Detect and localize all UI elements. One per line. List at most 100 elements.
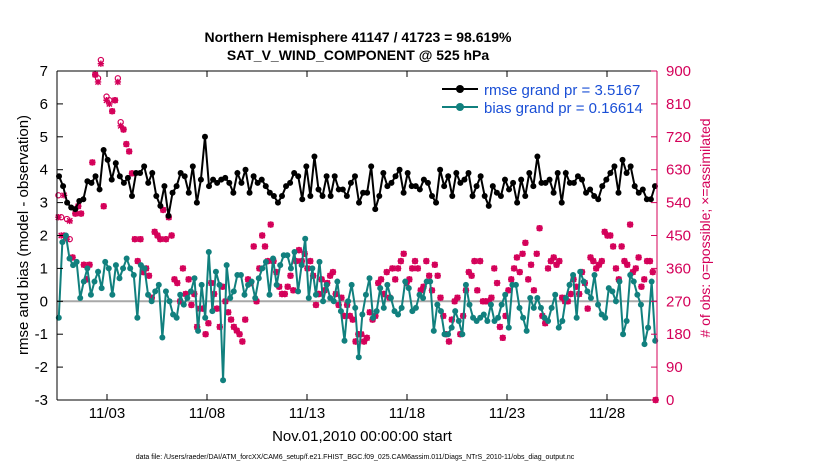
obs-assimilated-marker (496, 323, 504, 331)
rmse-point (238, 179, 245, 186)
obs-assimilated-marker (100, 203, 107, 210)
bias-point (112, 262, 119, 269)
bias-point (291, 248, 298, 255)
bias-point (405, 285, 412, 292)
rmse-point (279, 193, 285, 200)
rmse-point (315, 186, 322, 193)
bias-point (87, 291, 94, 298)
obs-assimilated-marker (558, 294, 566, 301)
obs-assimilated-marker (80, 261, 88, 268)
obs-assimilated-marker (335, 301, 342, 309)
bias-point (316, 258, 323, 265)
rmse-point (193, 199, 200, 206)
bias-point (184, 295, 191, 302)
bias-point (337, 308, 344, 315)
bias-point (109, 291, 116, 298)
obs-assimilated-marker (445, 338, 453, 345)
y-tick-label: 3 (40, 195, 48, 212)
legend-bias-label: bias grand pr = 0.16614 (484, 100, 643, 117)
rmse-point (234, 169, 241, 176)
right-y-tick-label: 810 (666, 96, 691, 113)
rmse-point (368, 163, 375, 170)
rmse-point (635, 189, 642, 196)
bias-point (591, 271, 598, 278)
rmse-point (388, 179, 395, 186)
rmse-point (169, 189, 176, 196)
obs-assimilated-marker (284, 283, 291, 290)
right-y-tick-label: 450 (666, 228, 691, 245)
bias-point (162, 288, 169, 295)
rmse-point (266, 189, 273, 196)
rmse-point (96, 186, 103, 193)
bias-point (562, 295, 569, 302)
obs-assimilated-marker (397, 257, 405, 265)
obs-assimilated-marker (525, 276, 532, 283)
obs-assimilated-marker (213, 305, 221, 312)
bias-point (152, 288, 159, 295)
obs-assimilated-marker (612, 265, 620, 272)
obs-assimilated-marker (287, 272, 294, 279)
rmse-point (611, 163, 618, 170)
bias-point (295, 288, 302, 295)
y-tick-label: 5 (40, 129, 48, 146)
rmse-point (258, 176, 265, 183)
obs-assimilated-marker (516, 268, 523, 276)
obs-assimilated-marker (225, 309, 232, 316)
obs-assimilated-marker (83, 276, 90, 283)
bias-point (427, 278, 434, 285)
x-tick-labels: 11/03 11/08 11/13 11/18 11/23 11/28 (89, 405, 625, 422)
obs-assimilated-marker (440, 312, 447, 320)
rmse-point (246, 189, 253, 196)
bias-point (459, 331, 466, 338)
obs-assimilated-marker (406, 276, 413, 283)
obs-assimilated-marker (366, 309, 373, 316)
bias-point (216, 281, 223, 288)
rmse-point (303, 163, 310, 170)
x-tick-label: 11/03 (89, 405, 125, 422)
y-tick-label: 0 (40, 293, 48, 310)
rmse-point (323, 173, 330, 180)
obs-assimilated-marker (244, 276, 252, 283)
obs-assimilated-marker (431, 261, 439, 268)
bias-point (270, 255, 277, 262)
right-y-tick-label: 630 (666, 162, 691, 179)
bias-point (334, 278, 341, 285)
obs-assimilated-marker (275, 283, 283, 290)
rmse-point (356, 199, 363, 206)
bias-point (223, 262, 230, 269)
bias-point (62, 232, 69, 239)
bias-point (102, 258, 109, 265)
obs-assimilated-marker (375, 279, 382, 287)
bias-point (298, 262, 305, 269)
bias-point (455, 318, 462, 325)
obs-assimilated-marker (434, 272, 441, 279)
bias-point (523, 327, 530, 334)
obs-assimilated-marker (510, 265, 518, 272)
rmse-point (226, 179, 233, 186)
bias-point (555, 324, 562, 331)
bias-point (445, 331, 452, 338)
bias-point (127, 265, 134, 272)
rmse-point (197, 176, 204, 183)
obs-assimilated-marker (233, 327, 240, 334)
obs-assimilated-marker (250, 243, 257, 250)
y-tick-label: -1 (35, 326, 48, 343)
obs-assimilated-marker (425, 272, 433, 279)
rmse-point (270, 193, 277, 200)
bias-point (341, 337, 348, 344)
obs-assimilated-marker (120, 126, 127, 133)
obs-assimilated-marker (564, 298, 572, 305)
bias-point (480, 311, 487, 318)
rmse-point (319, 193, 326, 200)
obs-assimilated-marker (55, 214, 62, 221)
rmse-point (579, 176, 585, 183)
rmse-point (542, 179, 549, 186)
obs-assimilated-marker (151, 228, 158, 236)
obs-assimilated-marker (584, 305, 591, 312)
bias-point (187, 288, 194, 295)
right-y-tick-label: 180 (666, 326, 691, 343)
bias-point (362, 291, 369, 298)
obs-assimilated-marker (267, 221, 274, 228)
rmse-point (343, 193, 350, 200)
